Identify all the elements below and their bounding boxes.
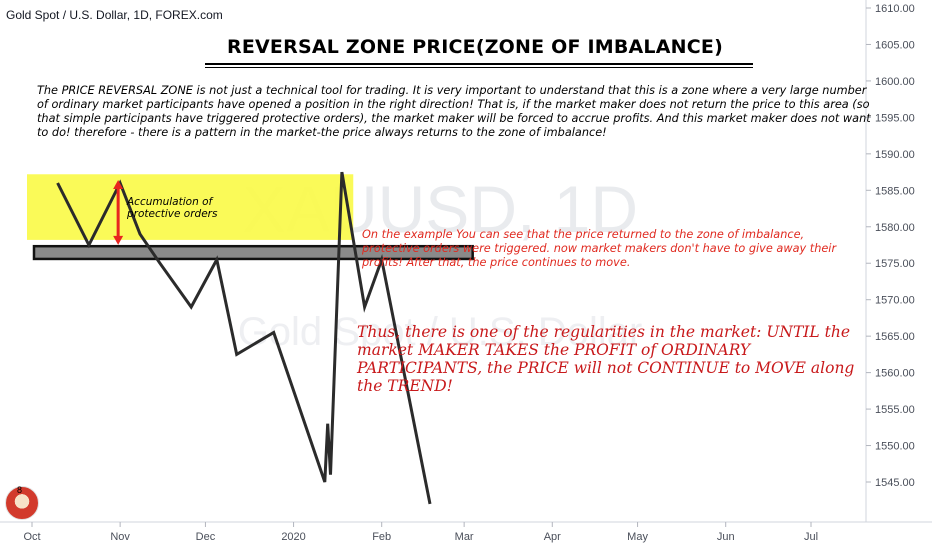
time-tick-label: Dec: [196, 531, 216, 543]
time-tick-label: Oct: [23, 531, 40, 543]
symbol-title: Gold Spot / U.S. Dollar, 1D, FOREX.com: [6, 8, 223, 22]
arrow-head-down: [113, 235, 124, 245]
time-tick-label: Mar: [455, 531, 474, 543]
imbalance-zone: [32, 244, 474, 261]
time-tick-label: 2020: [281, 531, 305, 543]
watermark-name: Gold Spot / U.S. Dollar: [238, 310, 643, 354]
avatar-badge: 8: [17, 485, 23, 495]
time-tick-label: Jul: [804, 531, 818, 543]
annotation-example: On the example You can see that the pric…: [362, 228, 837, 269]
price-tick-label: 1565.00: [875, 331, 915, 343]
price-tick-label: 1600.00: [875, 76, 915, 88]
time-tick-label: May: [627, 531, 648, 543]
time-tick-label: Apr: [544, 531, 561, 543]
price-tick-label: 1545.00: [875, 477, 915, 489]
price-tick-label: 1575.00: [875, 258, 915, 270]
price-tick-label: 1595.00: [875, 112, 915, 124]
price-tick-label: 1555.00: [875, 404, 915, 416]
price-tick-label: 1560.00: [875, 368, 915, 380]
time-axis[interactable]: Oct Nov Dec 2020 Feb Mar Apr May Jun Jul: [23, 522, 818, 543]
price-axis-panel: [866, 0, 932, 522]
price-tick-label: 1580.00: [875, 222, 915, 234]
price-tick-label: 1605.00: [875, 39, 915, 51]
price-tick-label: 1570.00: [875, 295, 915, 307]
annotation-accumulation: Accumulation of protective orders: [127, 196, 218, 220]
price-tick-label: 1610.00: [875, 3, 915, 15]
time-tick-label: Feb: [372, 531, 391, 543]
price-tick-label: 1585.00: [875, 185, 915, 197]
accumulation-arrow: [113, 180, 124, 245]
annotation-title: REVERSAL ZONE PRICE(ZONE OF IMBALANCE): [227, 36, 723, 58]
author-avatar[interactable]: 8: [5, 485, 39, 520]
title-underline-2: [205, 67, 753, 68]
price-tick-label: 1590.00: [875, 149, 915, 161]
annotation-paragraph: The PRICE REVERSAL ZONE is not just a te…: [37, 84, 871, 139]
annotation-thus: Thus, there is one of the regularities i…: [357, 323, 855, 395]
price-axis[interactable]: 1545.00 1550.00 1555.00 1560.00 1565.00 1570.…: [866, 3, 915, 489]
title-underline: [205, 63, 753, 65]
arrow-head-up: [113, 180, 124, 190]
time-tick-label: Jun: [717, 531, 735, 543]
price-line: [56, 171, 432, 505]
price-tick-label: 1550.00: [875, 441, 915, 453]
time-tick-label: Nov: [110, 531, 130, 543]
